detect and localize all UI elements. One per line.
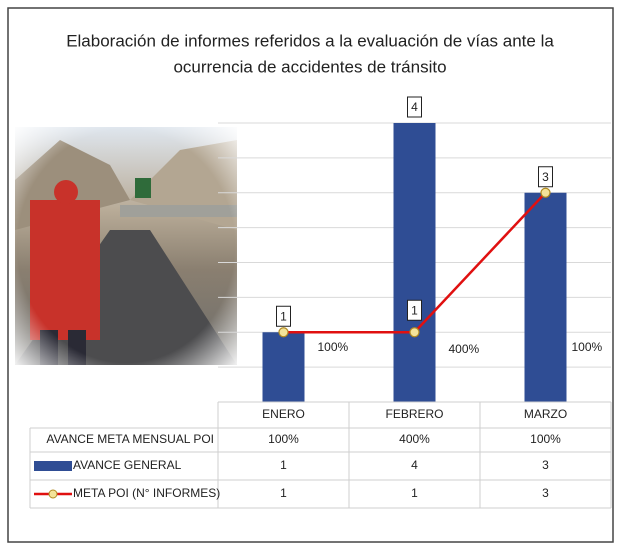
x-tick-label: MARZO <box>524 407 567 421</box>
data-label: 1 <box>280 309 287 323</box>
x-tick-label: ENERO <box>262 407 305 421</box>
chart-title: ocurrencia de accidentes de tránsito <box>173 57 446 76</box>
data-label: 4 <box>411 100 418 114</box>
legend-label: AVANCE META MENSUAL POI <box>46 432 214 446</box>
data-label-box <box>538 166 553 188</box>
data-label: 100% <box>318 340 349 354</box>
table-cell: 400% <box>399 432 430 446</box>
data-label: 1 <box>411 303 418 317</box>
legend-key <box>34 461 72 471</box>
data-label: 100% <box>572 340 603 354</box>
table-cell: 100% <box>268 432 299 446</box>
table-cell: 4 <box>411 458 418 472</box>
marker <box>278 327 289 338</box>
data-label: 400% <box>449 342 480 356</box>
photo <box>15 127 237 365</box>
bar <box>393 123 436 402</box>
data-label: 3 <box>542 170 549 184</box>
table-cell: 1 <box>280 486 287 500</box>
marker <box>540 187 551 198</box>
data-label-box <box>407 299 422 321</box>
bar <box>524 192 567 402</box>
bar <box>262 332 305 402</box>
legend-label: META POI (N° INFORMES) <box>73 486 220 500</box>
table-cell: 1 <box>411 486 418 500</box>
data-label-box <box>276 305 291 327</box>
chart-title: Elaboración de informes referidos a la e… <box>66 31 554 50</box>
table-cell: 100% <box>530 432 561 446</box>
x-tick-label: FEBRERO <box>385 407 443 421</box>
data-label-box <box>407 96 422 118</box>
table-cell: 1 <box>280 458 287 472</box>
table-cell: 3 <box>542 486 549 500</box>
legend-label: AVANCE GENERAL <box>73 458 182 472</box>
marker <box>409 327 420 338</box>
legend-key <box>48 489 58 499</box>
table-cell: 3 <box>542 458 549 472</box>
